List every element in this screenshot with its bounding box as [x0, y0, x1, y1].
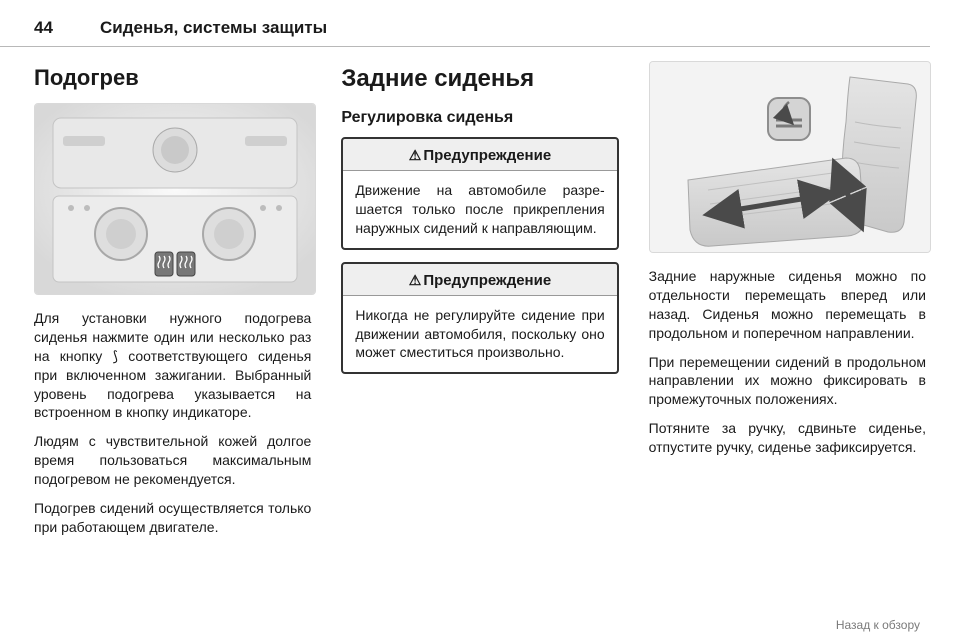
- col3-p2: При перемещении сидений в про­дольном на…: [649, 353, 926, 410]
- warning-1-body: Движение на автомобиле разре­шается толь…: [343, 171, 616, 248]
- col2-heading: Задние сиденья: [341, 65, 618, 93]
- col1-p2: Людям с чувствительной кожей долгое врем…: [34, 432, 311, 489]
- col1-heading: Подогрев: [34, 65, 311, 91]
- warning-1-title: ⚠Предупреждение: [343, 139, 616, 171]
- col1-p3: Подогрев сидений осуществляется только п…: [34, 499, 311, 537]
- col1-p1: Для установки нужного подогрева сиденья …: [34, 309, 311, 422]
- col2-subheading: Регулировка сиденья: [341, 109, 618, 127]
- col-3: Задние наружные сиденья можно по отдельн…: [649, 61, 926, 547]
- back-to-overview-link[interactable]: Назад к обзору: [836, 618, 920, 632]
- col-1: Подогрев: [34, 61, 311, 547]
- warning-2-title-text: Предупреждение: [423, 272, 551, 289]
- content-columns: Подогрев: [0, 47, 954, 547]
- page-number: 44: [34, 18, 100, 38]
- col-2: Задние сиденья Регулировка сиденья ⚠Пред…: [341, 61, 618, 547]
- page-header: 44 Сиденья, системы защиты: [0, 0, 930, 47]
- col3-p3: Потяните за ручку, сдвиньте сиде­нье, от…: [649, 419, 926, 457]
- warning-icon: ⚠: [409, 147, 422, 164]
- col3-p1: Задние наружные сиденья можно по отдельн…: [649, 267, 926, 343]
- warning-2-body: Никогда не регулируйте сиде­ние при движ…: [343, 296, 616, 373]
- warning-icon: ⚠: [409, 272, 422, 289]
- figure-rear-seat: [649, 61, 931, 253]
- warning-box-2: ⚠Предупреждение Никогда не регулируйте с…: [341, 262, 618, 375]
- chapter-title: Сиденья, системы защиты: [100, 18, 327, 38]
- warning-1-title-text: Предупреждение: [423, 147, 551, 164]
- figure-heating-controls: [34, 103, 316, 295]
- warning-box-1: ⚠Предупреждение Движение на автомобиле р…: [341, 137, 618, 250]
- warning-2-title: ⚠Предупреждение: [343, 264, 616, 296]
